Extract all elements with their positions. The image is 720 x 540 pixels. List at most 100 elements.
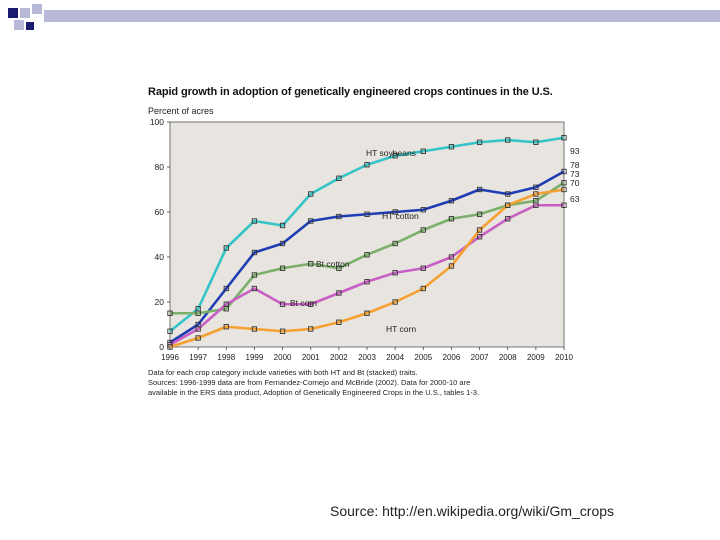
x-tick-label: 1998 [217,353,235,362]
series-line [169,136,565,333]
data-point [392,299,398,305]
series-label: HT soybeans [366,148,416,158]
data-point [420,207,426,213]
note-line: available in the ERS data product, Adopt… [148,388,480,397]
end-value-label: 93 [570,146,580,156]
deco-square-dark [8,8,18,18]
x-tick-label: 1996 [161,353,179,362]
y-tick-label: 60 [155,207,165,217]
corner-decoration [8,4,720,30]
data-point [308,326,314,332]
data-point [223,324,229,330]
data-point [336,175,342,181]
data-point [392,240,398,247]
data-point [364,211,370,217]
end-value-label: 63 [570,194,580,204]
data-point [364,279,370,285]
data-point [448,216,455,222]
series-line [170,181,565,315]
plot-area [169,121,565,348]
data-point [476,139,483,145]
x-tick-label: 1997 [189,353,207,362]
data-point [195,326,201,332]
chart-notes: Data for each crop category include vari… [148,368,479,398]
data-point [505,137,511,143]
data-point [251,218,258,224]
y-tick-label: 100 [150,117,164,127]
data-point [448,144,455,150]
data-point [195,335,201,341]
data-point [251,326,258,332]
data-point [420,148,426,154]
deco-bar [44,10,720,22]
chart-figure: Rapid growth in adoption of genetically … [144,82,586,402]
note-line: Data for each crop category include vari… [148,368,418,377]
data-point [308,301,314,307]
data-point [308,218,314,224]
data-point [279,328,286,334]
data-point [279,265,286,271]
data-point [561,180,567,186]
x-tick-label: 2003 [358,353,376,362]
series-line [169,188,565,349]
data-point [336,290,342,296]
end-value-label: 73 [570,169,580,179]
x-tick-label: 2005 [414,353,432,362]
end-value-label: 70 [570,178,580,188]
x-tick-label: 2008 [499,353,517,362]
x-tick-label: 2006 [443,353,461,362]
data-point [392,209,398,215]
data-point [533,184,539,190]
data-point [223,301,229,307]
series-label: Bt cotton [316,259,350,269]
data-point [223,245,229,251]
data-point [533,139,539,145]
data-point [251,249,258,256]
data-point [533,191,539,197]
data-point [561,202,567,208]
data-point [167,310,173,316]
data-point [336,265,342,271]
data-point [533,202,539,208]
deco-square-light [32,4,42,14]
y-tick-label: 40 [155,252,165,262]
source-caption: Source: http://en.wikipedia.org/wiki/Gm_… [330,503,615,519]
x-tick-label: 2009 [527,353,545,362]
data-point [279,301,286,307]
data-point [364,310,370,316]
data-point [448,198,455,204]
series-line [169,203,564,346]
data-point [167,344,173,350]
data-point [279,240,286,247]
chart-title: Rapid growth in adoption of genetically … [148,86,553,98]
data-point [420,285,426,292]
x-tick-label: 2001 [302,353,320,362]
data-point [223,285,229,292]
note-line: Sources: 1996-1999 data are from Fernand… [148,378,471,387]
data-point [308,191,314,197]
end-value-label: 78 [570,160,580,170]
x-tick-label: 2002 [330,353,348,362]
data-point [476,234,483,240]
data-point [561,186,567,193]
deco-square-light [14,20,24,30]
y-tick-label: 80 [155,162,165,172]
y-tick-label: 0 [159,342,164,352]
x-tick-label: 2010 [555,353,573,362]
series-label: HT cotton [382,211,419,221]
line-chart: 0 20 40 60 80 100 1996 1997 1998 1999 2000 2001 2002… [150,117,580,362]
data-point [195,310,201,316]
series-label: HT corn [386,324,416,334]
y-tick-label: 20 [155,297,165,307]
data-point [392,153,398,159]
data-point [336,213,342,220]
data-point [448,263,455,269]
data-point [505,202,511,208]
data-point [308,261,314,267]
series-line [169,170,565,344]
x-tick-label: 2000 [274,353,292,362]
deco-square-dark [26,22,34,30]
data-point [561,135,567,141]
data-point [364,252,370,258]
data-point [364,162,370,168]
